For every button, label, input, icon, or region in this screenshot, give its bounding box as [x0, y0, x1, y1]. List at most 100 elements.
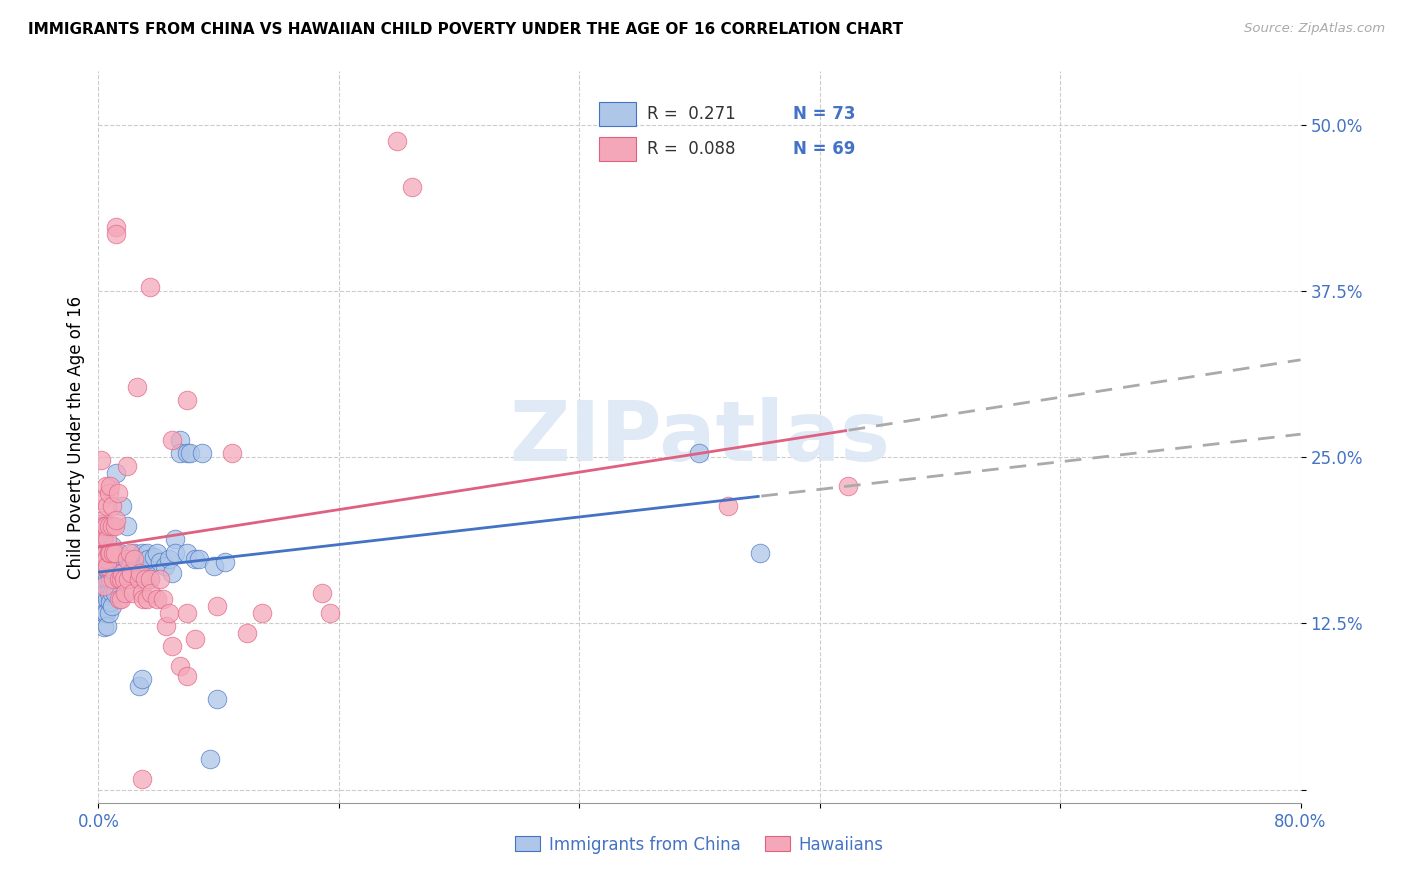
Legend: Immigrants from China, Hawaiians: Immigrants from China, Hawaiians: [509, 829, 890, 860]
Point: [90, 452, 112, 467]
Point: [111, 500, 134, 514]
Point: [105, 466, 128, 480]
Point: [149, 555, 172, 569]
Point: [205, 692, 228, 706]
Point: [97, 546, 120, 560]
Point: [108, 592, 131, 607]
Point: [93, 566, 115, 580]
Point: [157, 552, 180, 566]
Point: [112, 573, 135, 587]
Point: [97, 585, 120, 599]
Point: [96, 533, 118, 547]
Point: [100, 573, 122, 587]
Point: [153, 559, 176, 574]
Point: [311, 585, 333, 599]
Point: [96, 573, 118, 587]
Point: [157, 606, 180, 620]
Point: [236, 625, 259, 640]
Point: [160, 639, 183, 653]
Point: [387, 134, 409, 148]
Point: [128, 679, 150, 693]
Point: [90, 563, 112, 577]
Point: [136, 552, 159, 566]
Point: [138, 280, 160, 294]
Point: [837, 479, 859, 493]
Point: [89, 519, 111, 533]
Point: [91, 559, 114, 574]
Point: [132, 592, 155, 607]
Point: [176, 606, 198, 620]
Point: [127, 559, 149, 574]
Point: [110, 566, 132, 580]
Point: [101, 519, 124, 533]
Point: [165, 533, 187, 547]
Point: [90, 519, 112, 533]
Point: [101, 500, 124, 514]
Point: [129, 566, 152, 580]
Point: [93, 620, 115, 634]
Point: [176, 392, 198, 407]
Point: [152, 592, 174, 607]
Point: [97, 486, 120, 500]
Point: [90, 492, 112, 507]
Point: [110, 573, 132, 587]
Point: [103, 573, 125, 587]
Point: [96, 559, 118, 574]
Point: [188, 552, 211, 566]
Point: [135, 592, 157, 607]
Point: [115, 519, 138, 533]
Point: [105, 219, 128, 234]
Point: [94, 566, 117, 580]
Point: [101, 539, 124, 553]
Point: [128, 573, 150, 587]
Point: [155, 619, 177, 633]
Point: [105, 227, 128, 241]
Point: [100, 595, 122, 609]
Point: [90, 523, 112, 537]
Point: [169, 433, 191, 447]
Point: [107, 559, 129, 574]
Point: [131, 772, 153, 786]
Point: [115, 459, 138, 474]
Bar: [599, 136, 636, 161]
Point: [94, 585, 117, 599]
Point: [112, 573, 135, 587]
Text: IMMIGRANTS FROM CHINA VS HAWAIIAN CHILD POVERTY UNDER THE AGE OF 16 CORRELATION : IMMIGRANTS FROM CHINA VS HAWAIIAN CHILD …: [28, 22, 903, 37]
Point: [135, 546, 157, 560]
Y-axis label: Child Poverty Under the Age of 16: Child Poverty Under the Age of 16: [66, 295, 84, 579]
Point: [139, 585, 162, 599]
Point: [128, 566, 150, 580]
Point: [91, 533, 114, 547]
Point: [176, 546, 198, 560]
Point: [160, 433, 183, 447]
Point: [179, 446, 201, 460]
Point: [127, 379, 149, 393]
Point: [94, 552, 117, 566]
Text: N = 69: N = 69: [793, 140, 855, 158]
Point: [125, 552, 148, 566]
Point: [104, 546, 127, 560]
Point: [93, 546, 115, 560]
Point: [103, 552, 125, 566]
Point: [221, 446, 243, 460]
Point: [108, 573, 131, 587]
Point: [110, 592, 132, 607]
Point: [91, 573, 114, 587]
Point: [138, 573, 160, 587]
Point: [118, 573, 141, 587]
Point: [114, 585, 136, 599]
Point: [250, 606, 273, 620]
Point: [183, 632, 205, 647]
Point: [146, 592, 169, 607]
Point: [117, 573, 139, 587]
Point: [100, 479, 122, 493]
Point: [169, 446, 191, 460]
Point: [121, 566, 143, 580]
Point: [205, 599, 228, 613]
Point: [202, 559, 225, 574]
Point: [93, 606, 115, 620]
Point: [93, 579, 115, 593]
Point: [143, 549, 166, 564]
Point: [89, 516, 111, 531]
Point: [138, 573, 160, 587]
